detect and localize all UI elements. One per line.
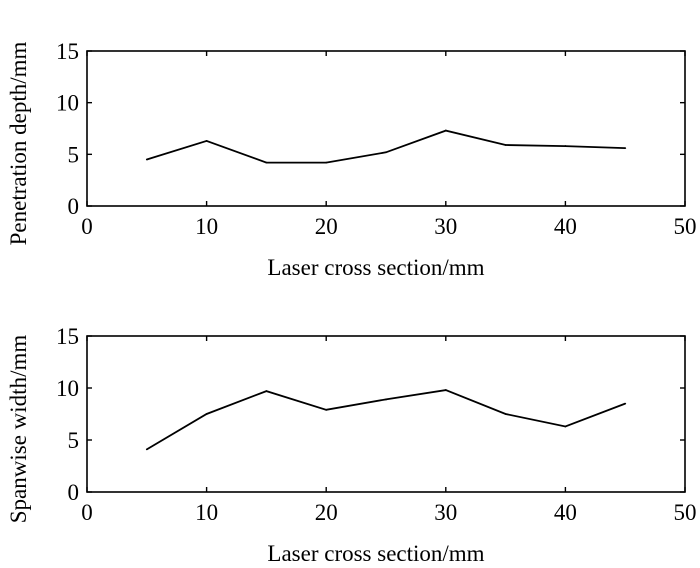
data-point (325, 408, 328, 411)
chart-2: 0 10 20 30 40 50 0 5 10 15 Laser cross section/mm S… (6, 324, 697, 566)
x-tick-label: 40 (554, 500, 577, 525)
x-axis-label: Laser cross section/mm (267, 541, 484, 563)
data-point (385, 398, 387, 401)
x-tick-label: 30 (434, 500, 457, 525)
x-tick-label: 10 (195, 214, 218, 239)
y-tick-label: 5 (68, 142, 80, 167)
y-tick-label: 0 (68, 480, 80, 505)
y-tick-label: 15 (56, 324, 79, 349)
series-line (146, 129, 626, 164)
data-point (265, 390, 268, 393)
data-point (205, 413, 208, 415)
x-tick-label: 0 (81, 214, 93, 239)
y-tick-label: 10 (56, 376, 79, 401)
y-tick-label: 15 (56, 39, 79, 64)
x-axis-label: Laser cross section/mm (267, 255, 484, 280)
data-point (504, 144, 507, 146)
x-tick-label: 10 (195, 500, 218, 525)
data-point (504, 413, 507, 415)
data-point (444, 389, 447, 391)
y-axis-label: Penetration depth/mm (6, 42, 31, 246)
x-tick-label: 50 (674, 214, 697, 239)
x-tick-label: 40 (554, 214, 577, 239)
chart-1: 0 10 20 30 40 50 0 5 10 15 Laser cross section/mm P… (6, 39, 697, 280)
x-tick-label: 20 (315, 500, 338, 525)
data-point (624, 147, 627, 150)
x-tick-label: 30 (434, 214, 457, 239)
x-tick-label: 50 (674, 500, 697, 525)
data-point (265, 161, 268, 164)
data-point (145, 448, 148, 451)
data-point (205, 140, 208, 142)
y-tick-label: 10 (56, 91, 79, 116)
y-tick-label: 0 (68, 194, 80, 219)
data-point (145, 158, 148, 161)
data-point (564, 425, 567, 428)
y-axis-label: Spanwise width/mm (6, 335, 31, 524)
data-point (564, 145, 567, 147)
plot-frame (86, 335, 686, 493)
data-point (325, 161, 328, 164)
data-point (444, 129, 447, 132)
data-point (385, 151, 387, 154)
plot-frame (86, 50, 686, 207)
y-tick-label: 5 (68, 428, 80, 453)
x-tick-label: 0 (81, 500, 93, 525)
data-point (624, 402, 627, 405)
x-tick-label: 20 (315, 214, 338, 239)
